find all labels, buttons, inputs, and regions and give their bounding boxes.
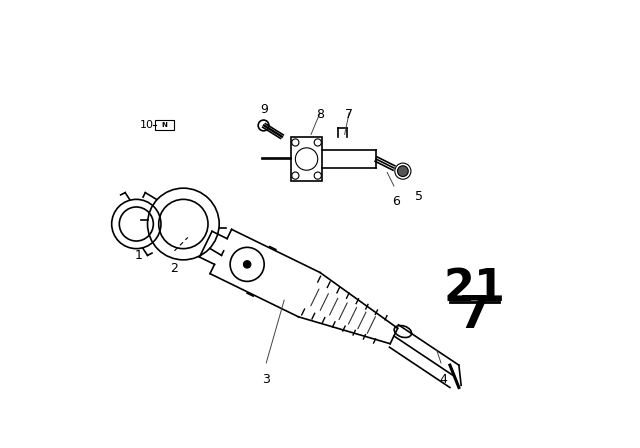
Circle shape [244,261,251,268]
Text: 21: 21 [444,267,506,310]
Text: 3: 3 [262,373,270,386]
Text: 7: 7 [345,108,353,121]
Text: 5: 5 [415,190,422,203]
Circle shape [397,166,408,177]
Text: 2: 2 [170,262,179,275]
Text: 10: 10 [140,120,154,129]
Text: 1: 1 [134,249,143,262]
Text: 7: 7 [459,294,490,337]
Text: 4: 4 [439,373,447,386]
Text: N: N [162,122,168,128]
Text: 6: 6 [392,195,400,208]
Text: 8: 8 [316,108,324,121]
Text: 9: 9 [260,103,268,116]
